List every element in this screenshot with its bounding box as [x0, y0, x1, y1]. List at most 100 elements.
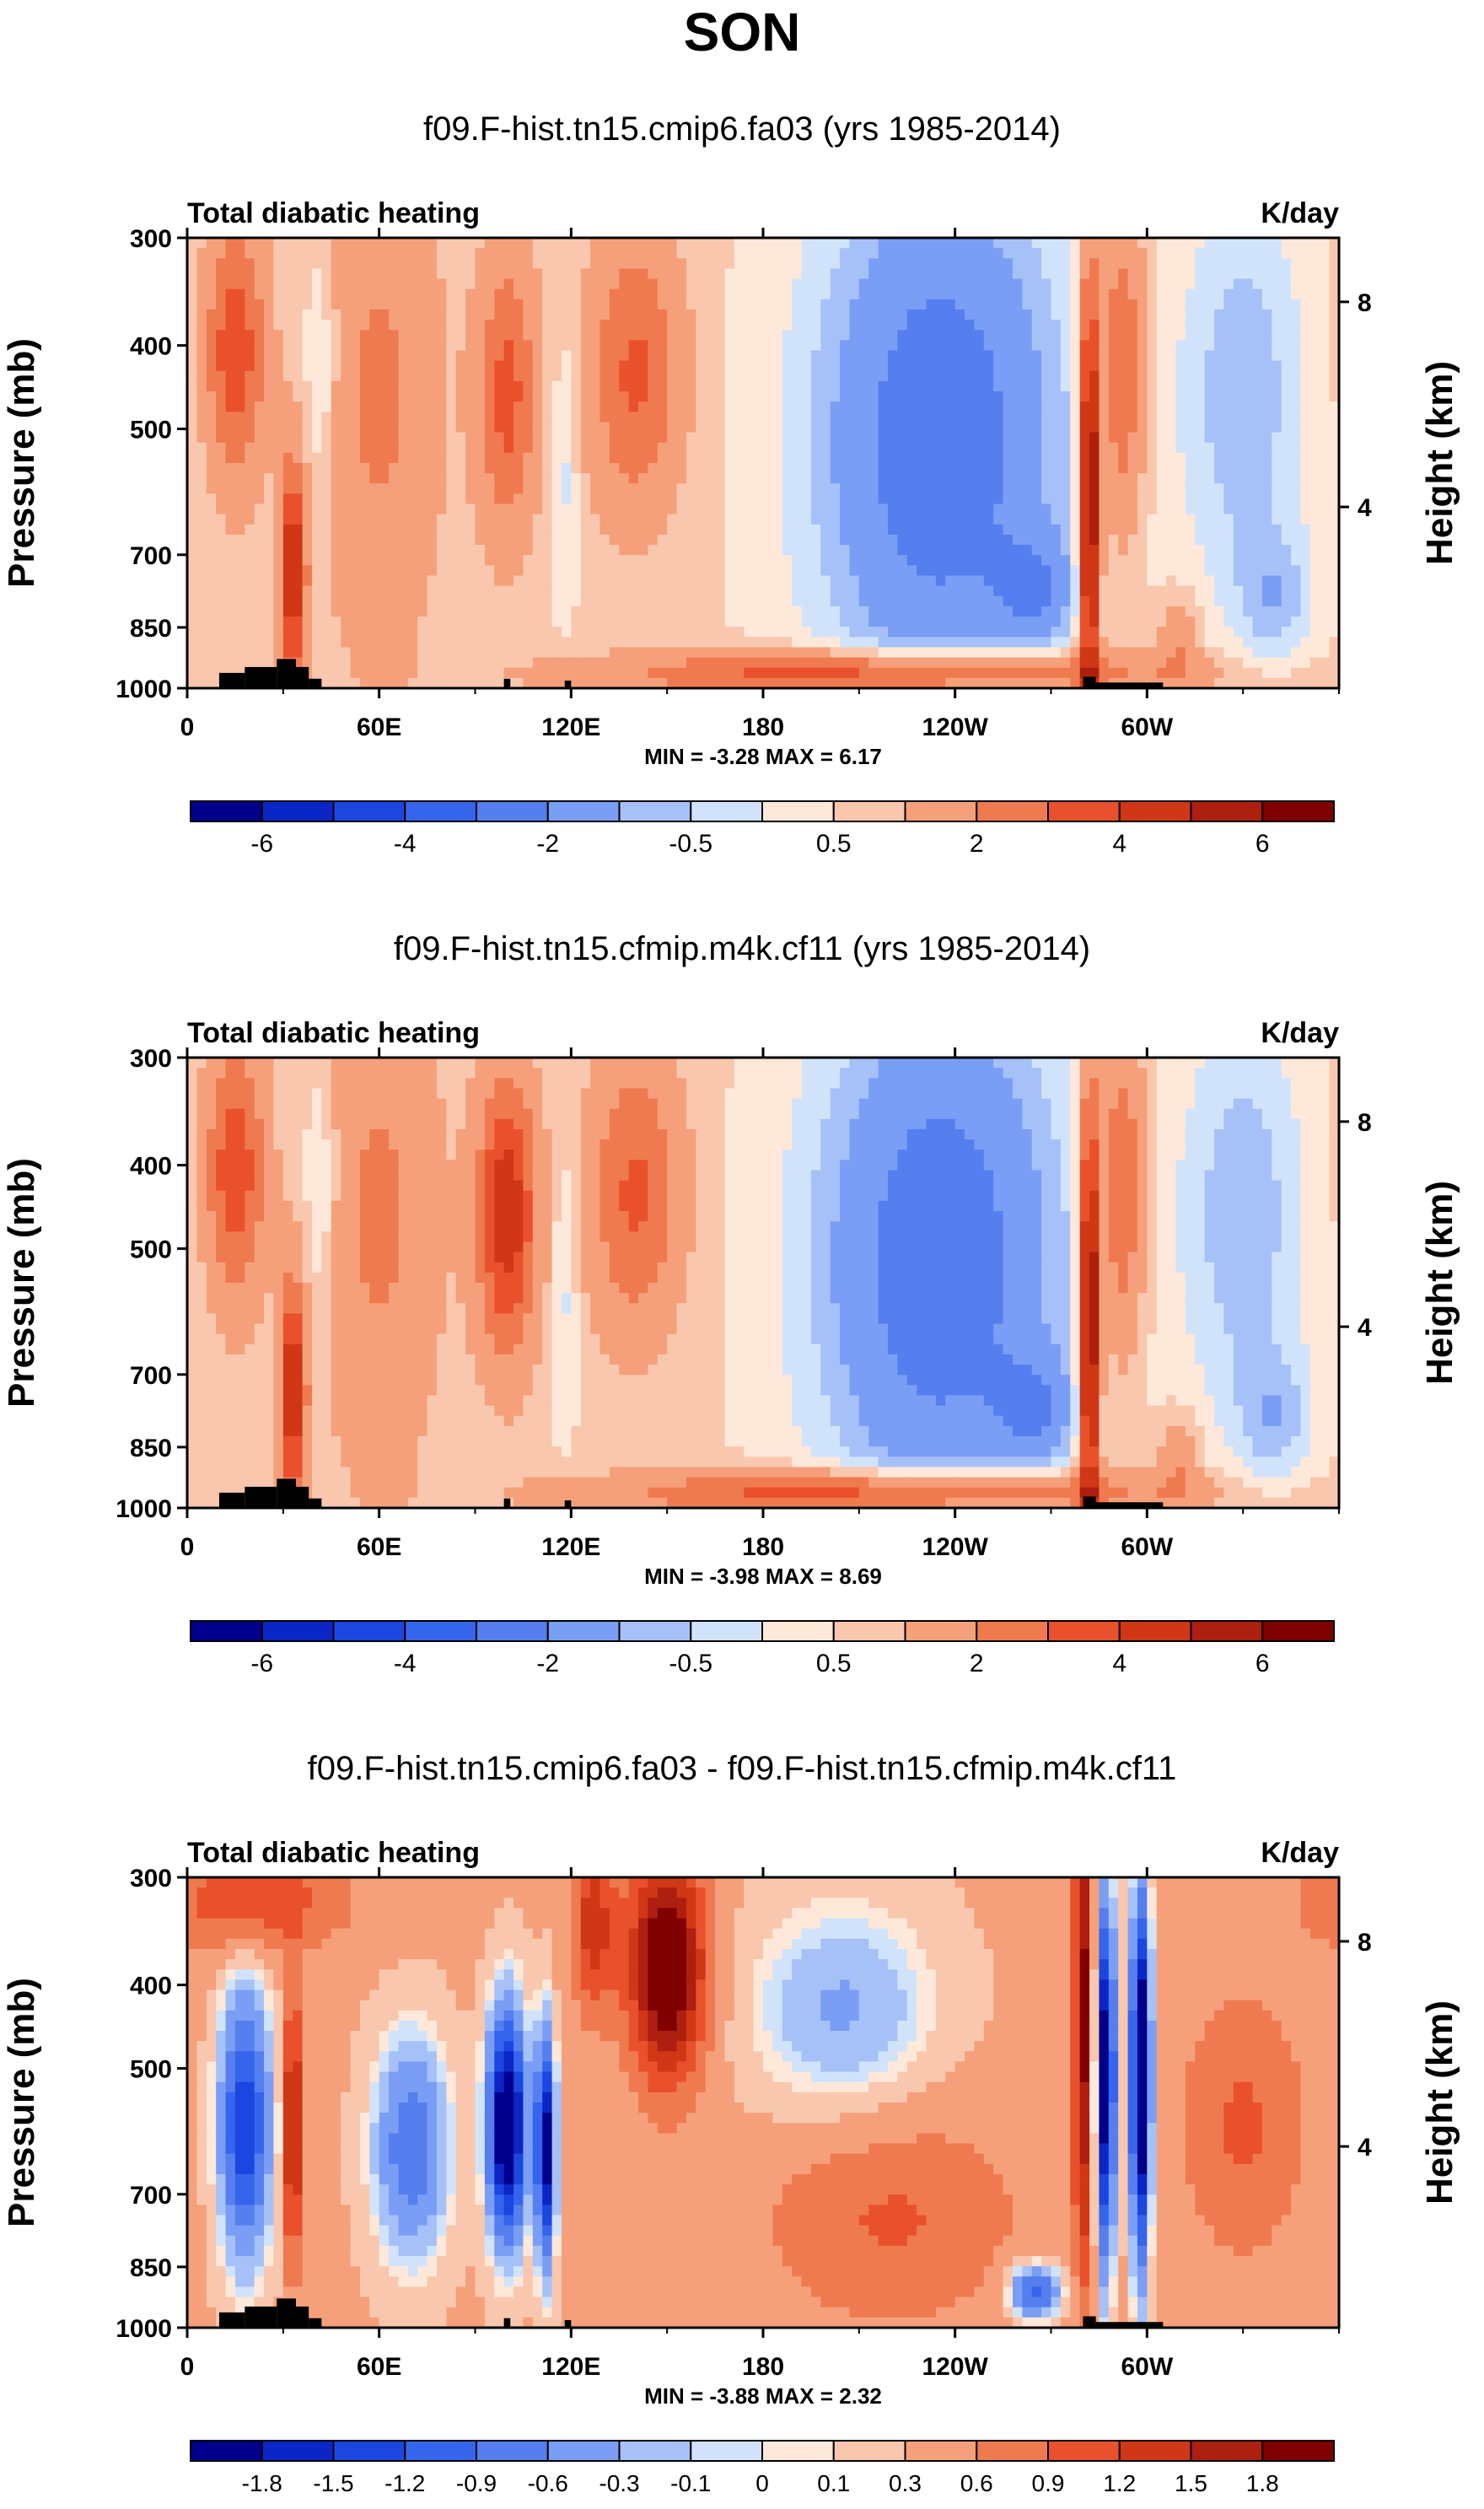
heatmap-cell: [965, 463, 976, 474]
heatmap-cell: [849, 524, 860, 536]
heatmap-cell: [359, 534, 370, 546]
heatmap-cell: [887, 248, 898, 259]
heatmap-cell: [389, 340, 400, 352]
heatmap-cell: [532, 432, 543, 444]
heatmap-cell: [1099, 442, 1110, 454]
heatmap-cell: [1137, 360, 1148, 372]
heatmap-cell: [1309, 248, 1320, 259]
heatmap-cell: [580, 360, 591, 372]
heatmap-cell: [724, 360, 735, 372]
heatmap-cell: [359, 268, 370, 280]
heatmap-cell: [379, 565, 390, 577]
heatmap-cell: [1320, 238, 1331, 249]
heatmap-cell: [1166, 585, 1177, 597]
heatmap-cell: [1291, 412, 1302, 423]
heatmap-cell: [1070, 637, 1081, 649]
heatmap-cell: [282, 575, 293, 587]
heatmap-cell: [657, 422, 668, 433]
heatmap-cell: [801, 340, 812, 352]
heatmap-cell: [724, 616, 735, 627]
heatmap-cell: [1252, 555, 1263, 566]
heatmap-cell: [1223, 288, 1234, 300]
heatmap-cell: [619, 627, 630, 638]
heatmap-cell: [465, 616, 476, 627]
heatmap-cell: [1060, 380, 1071, 392]
heatmap-cell: [686, 595, 696, 607]
heatmap-cell: [1281, 627, 1292, 638]
heatmap-cell: [840, 391, 851, 402]
heatmap-cell: [1233, 647, 1244, 659]
heatmap-cell: [532, 258, 543, 270]
heatmap-cell: [830, 555, 841, 566]
heatmap-cell: [868, 360, 879, 372]
heatmap-cell: [667, 565, 678, 577]
heatmap-cell: [1185, 503, 1196, 515]
heatmap-cell: [446, 493, 457, 505]
heatmap-cell: [293, 432, 304, 444]
heatmap-cell: [1252, 340, 1263, 352]
heatmap-cell: [600, 258, 610, 270]
heatmap-cell: [1031, 524, 1042, 536]
heatmap-cell: [1089, 524, 1100, 536]
heatmap-cell: [571, 350, 582, 362]
heatmap-cell: [580, 647, 591, 659]
heatmap-cell: [763, 585, 773, 597]
heatmap-cell: [245, 452, 255, 464]
heatmap-cell: [696, 442, 707, 454]
heatmap-cell: [494, 637, 505, 649]
heatmap-cell: [993, 422, 1004, 433]
heatmap-cell: [1070, 647, 1081, 659]
heatmap-cell: [446, 309, 457, 320]
heatmap-cell: [1320, 514, 1331, 525]
heatmap-cell: [705, 647, 716, 659]
heatmap-cell: [254, 503, 265, 515]
heatmap-cell: [609, 258, 620, 270]
heatmap-cell: [840, 258, 851, 270]
heatmap-cell: [1223, 534, 1234, 546]
heatmap-cell: [1281, 432, 1292, 444]
heatmap-cell: [1031, 606, 1042, 617]
heatmap-cell: [1031, 575, 1042, 587]
heatmap-cell: [945, 309, 956, 320]
heatmap-cell: [734, 503, 745, 515]
heatmap-cell: [965, 258, 976, 270]
heatmap-cell: [379, 248, 390, 259]
heatmap-cell: [820, 350, 831, 362]
heatmap-cell: [792, 616, 803, 627]
heatmap-cell: [341, 340, 352, 352]
heatmap-cell: [724, 432, 735, 444]
heatmap-cell: [1012, 524, 1023, 536]
heatmap-cell: [465, 248, 476, 259]
heatmap-cell: [993, 565, 1004, 577]
heatmap-cell: [446, 350, 457, 362]
heatmap-cell: [753, 473, 764, 484]
heatmap-cell: [983, 288, 994, 300]
heatmap-cell: [196, 473, 207, 484]
heatmap-cell: [600, 391, 610, 402]
heatmap-cell: [1012, 391, 1023, 402]
heatmap-cell: [734, 380, 745, 392]
heatmap-cell: [273, 258, 284, 270]
heatmap-cell: [724, 330, 735, 341]
heatmap-cell: [782, 585, 793, 597]
heatmap-cell: [264, 545, 275, 556]
heatmap-cell: [187, 258, 197, 270]
heatmap-cell: [1003, 432, 1014, 444]
heatmap-cell: [407, 524, 418, 536]
heatmap-cell: [858, 412, 869, 423]
heatmap-cell: [906, 595, 917, 607]
heatmap-cell: [187, 606, 197, 617]
heatmap-cell: [302, 637, 313, 649]
heatmap-cell: [206, 545, 217, 556]
heatmap-cell: [311, 524, 322, 536]
heatmap-cell: [897, 565, 908, 577]
heatmap-cell: [983, 616, 994, 627]
heatmap-cell: [974, 585, 985, 597]
heatmap-cell: [359, 514, 370, 525]
heatmap-cell: [734, 442, 745, 454]
heatmap-cell: [225, 565, 236, 577]
heatmap-cell: [657, 320, 668, 331]
heatmap-cell: [311, 288, 322, 300]
heatmap-cell: [935, 595, 946, 607]
heatmap-cell: [551, 360, 562, 372]
